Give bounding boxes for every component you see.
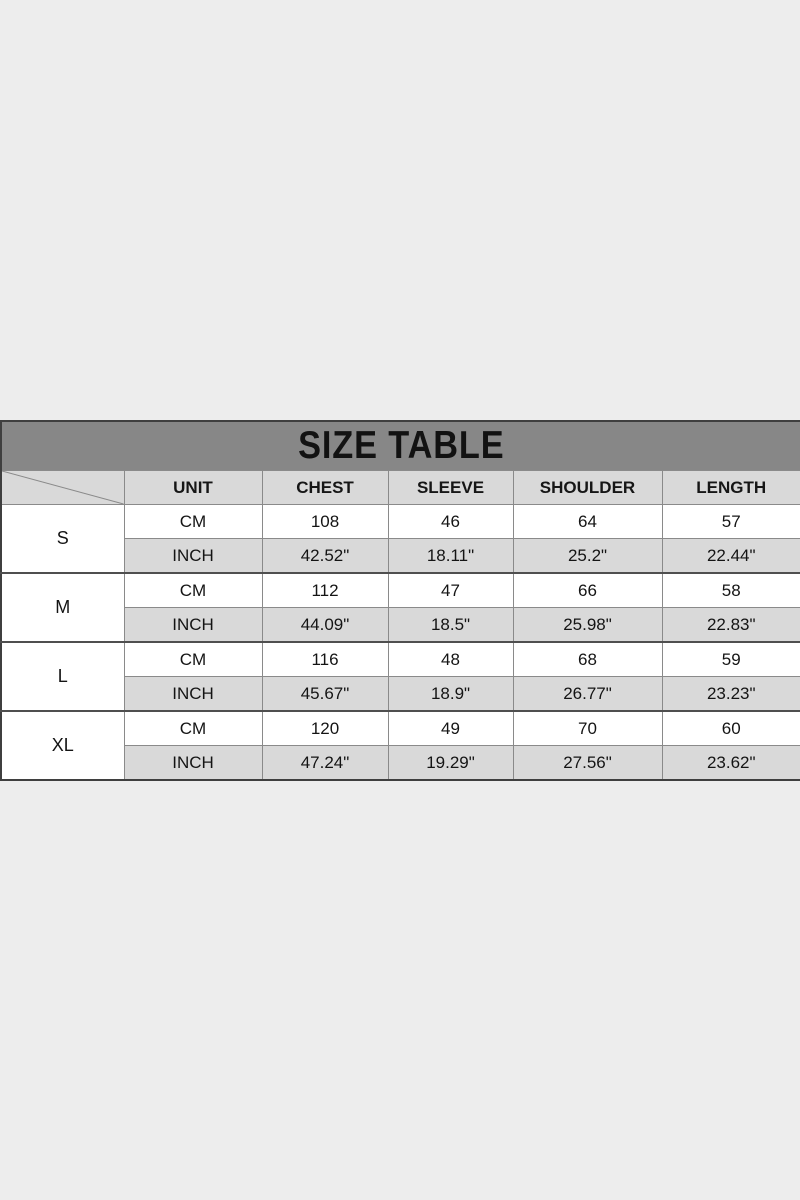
value-cell: 116	[261, 641, 389, 677]
value-cell: 57	[661, 504, 800, 539]
value-cell: 58	[661, 572, 800, 608]
column-header-row: UNIT CHEST SLEEVE SHOULDER LENGTH	[0, 470, 800, 505]
table-title-cell: SIZE TABLE	[0, 420, 800, 471]
value-cell: 22.83"	[661, 607, 800, 643]
size-table: SIZE TABLE UNIT CHEST SLEEVE SHOULDER LE…	[0, 420, 800, 781]
value-cell: 18.5"	[387, 607, 514, 643]
size-cell-l: L	[0, 641, 125, 712]
column-header-unit: UNIT	[123, 470, 263, 505]
table-row: INCH 45.67" 18.9" 26.77" 23.23"	[1, 676, 800, 712]
size-cell-s: S	[0, 504, 125, 574]
value-cell: 112	[261, 572, 389, 608]
column-header-shoulder: SHOULDER	[512, 470, 663, 505]
diagonal-corner-cell	[0, 470, 125, 505]
unit-cell: CM	[123, 572, 263, 608]
size-cell-xl: XL	[0, 710, 125, 781]
column-header-length: LENGTH	[661, 470, 800, 505]
value-cell: 120	[261, 710, 389, 746]
value-cell: 47.24"	[261, 745, 389, 781]
table-row: L CM 116 48 68 59	[0, 641, 800, 712]
value-cell: 22.44"	[661, 538, 800, 574]
unit-cell: INCH	[123, 745, 263, 781]
value-cell: 59	[661, 641, 800, 677]
value-cell: 26.77"	[512, 676, 663, 712]
unit-cell: CM	[123, 504, 263, 539]
size-cell-m: M	[0, 572, 125, 643]
value-cell: 47	[387, 572, 514, 608]
value-cell: 60	[661, 710, 800, 746]
table-row: M CM 112 47 66 58	[0, 572, 800, 643]
value-cell: 66	[512, 572, 663, 608]
value-cell: 18.11"	[387, 538, 514, 574]
value-cell: 46	[387, 504, 514, 539]
value-cell: 45.67"	[261, 676, 389, 712]
value-cell: 25.98"	[512, 607, 663, 643]
value-cell: 68	[512, 641, 663, 677]
column-header-chest: CHEST	[261, 470, 389, 505]
value-cell: 23.23"	[661, 676, 800, 712]
unit-cell: INCH	[123, 607, 263, 643]
table-row: XL CM 120 49 70 60	[0, 710, 800, 781]
diagonal-line	[2, 471, 124, 504]
value-cell: 44.09"	[261, 607, 389, 643]
unit-cell: CM	[123, 641, 263, 677]
unit-cell: INCH	[123, 538, 263, 574]
value-cell: 23.62"	[661, 745, 800, 781]
table-row: S CM 108 46 64 57	[0, 504, 800, 574]
value-cell: 27.56"	[512, 745, 663, 781]
unit-cell: CM	[123, 710, 263, 746]
value-cell: 49	[387, 710, 514, 746]
value-cell: 64	[512, 504, 663, 539]
table-row: INCH 47.24" 19.29" 27.56" 23.62"	[1, 745, 800, 781]
value-cell: 42.52"	[261, 538, 389, 574]
table-row: INCH 42.52" 18.11" 25.2" 22.44"	[1, 538, 800, 574]
table-title: SIZE TABLE	[297, 424, 505, 467]
unit-cell: INCH	[123, 676, 263, 712]
title-row: SIZE TABLE	[0, 420, 800, 471]
size-chart: SIZE TABLE UNIT CHEST SLEEVE SHOULDER LE…	[0, 420, 800, 781]
value-cell: 25.2"	[512, 538, 663, 574]
value-cell: 18.9"	[387, 676, 514, 712]
value-cell: 19.29"	[387, 745, 514, 781]
value-cell: 108	[261, 504, 389, 539]
table-row: INCH 44.09" 18.5" 25.98" 22.83"	[1, 607, 800, 643]
value-cell: 70	[512, 710, 663, 746]
value-cell: 48	[387, 641, 514, 677]
column-header-sleeve: SLEEVE	[387, 470, 514, 505]
